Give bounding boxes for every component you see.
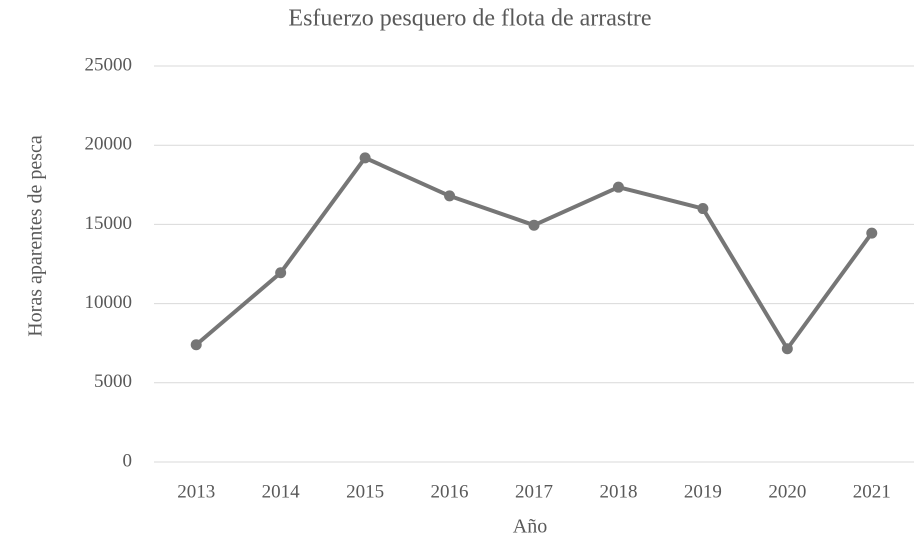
x-axis-label: Año xyxy=(513,516,547,538)
y-tick-label: 0 xyxy=(123,450,133,471)
x-tick-label: 2014 xyxy=(262,481,301,502)
point xyxy=(359,152,371,164)
point xyxy=(612,181,624,193)
point xyxy=(866,227,878,239)
x-tick-label: 2016 xyxy=(431,481,469,502)
y-axis-label: Horas aparentes de pesca xyxy=(25,135,47,337)
x-tick-label: 2018 xyxy=(599,481,637,502)
x-tick-label: 2017 xyxy=(515,481,553,502)
x-tick-label: 2020 xyxy=(768,481,806,502)
y-tick-label: 20000 xyxy=(85,134,133,155)
chart-title: Esfuerzo pesquero de flota de arrastre xyxy=(288,6,651,32)
point xyxy=(697,203,709,215)
point xyxy=(190,339,202,351)
point xyxy=(781,343,793,355)
y-tick-label: 15000 xyxy=(85,213,133,234)
line xyxy=(194,155,874,351)
x-tick-label: 2021 xyxy=(853,481,891,502)
y-tick-label: 5000 xyxy=(94,371,132,392)
y-tick-label: 25000 xyxy=(85,54,133,75)
point xyxy=(444,190,456,202)
x-tick-label: 2019 xyxy=(684,481,722,502)
point xyxy=(528,219,540,231)
x-tick-label: 2013 xyxy=(177,481,215,502)
y-tick-label: 10000 xyxy=(85,292,133,313)
x-tick-label: 2015 xyxy=(346,481,384,502)
point xyxy=(275,267,287,279)
